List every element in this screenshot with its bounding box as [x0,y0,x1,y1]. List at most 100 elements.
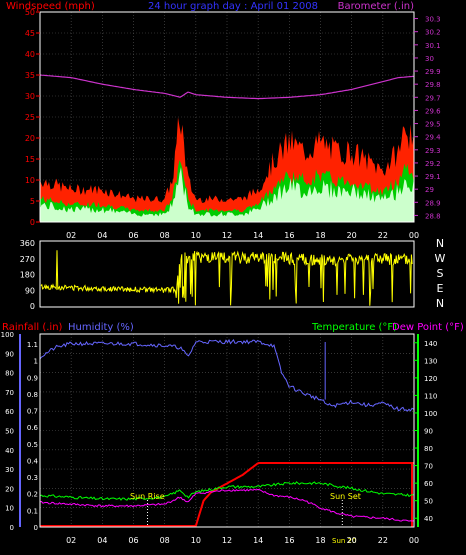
bottom-x-tick-label: 02 [66,536,76,545]
temperature-tick-label: 140 [424,340,437,348]
humidity-tick-label: 30 [5,466,14,474]
rainfall-tick-label: 1.1 [27,341,38,349]
windspeed-tick-label: 20 [25,134,35,143]
bottom-x-tick-label: 18 [315,536,325,545]
temperature-line [39,481,414,501]
bottom-x-tick-label: 00 [409,536,419,545]
direction-letter: N [436,297,444,310]
top-x-tick-label: 16 [284,231,294,240]
bottom-x-tick-label: 14 [253,536,263,545]
top-x-tick-label: 20 [347,231,357,240]
humidity-tick-label: 0 [10,524,14,532]
barometer-tick-label: 30.2 [425,29,441,37]
humidity-ticks: 0 10 20 30 40 50 60 70 80 90 100 [1,331,21,532]
windspeed-tick-label: 15 [25,155,35,164]
top-x-tick-label: 04 [97,231,107,240]
top-x-tick-label: 14 [253,231,263,240]
barometer-tick-label: 29.6 [425,107,441,115]
direction-frame [39,240,415,308]
rainfall-tick-label: 0.5 [27,441,38,449]
top-x-ticks: 02 04 06 08 10 12 14 16 18 20 22 00 [66,231,419,240]
humidity-tick-label: 100 [1,331,14,339]
rainfall-tick-label: 1 [34,358,38,366]
rainfall-tick-label: 0.7 [27,408,38,416]
sun-x-label: Sun 20 [332,537,356,545]
windspeed-tick-label: 10 [25,176,35,185]
top-panel: Windspeed (mph) 24 hour graph day : Apri… [6,1,441,240]
windspeed-tick-label: 40 [25,50,35,59]
rainfall-tick-label: 0.1 [27,507,38,515]
barometer-tick-label: 29.8 [425,81,441,89]
bottom-grid [40,334,415,527]
direction-letter: W [435,252,446,265]
top-x-tick-label: 22 [378,231,388,240]
humidity-label: Humidity (%) [68,322,134,333]
direction-letter: S [437,267,444,280]
top-x-tick-label: 12 [222,231,232,240]
barometer-tick-label: 30 [425,55,434,63]
barometer-line [39,74,415,100]
humidity-tick-label: 70 [5,389,14,397]
barometer-tick-label: 29.5 [425,121,441,129]
barometer-tick-label: 30.3 [425,16,441,24]
windspeed-tick-label: 25 [25,113,35,122]
wind-direction-line [40,250,413,306]
barometer-tick-label: 29 [425,186,434,194]
temperature-tick-label: 40 [424,515,433,523]
direction-letter: E [437,282,444,295]
direction-tick-label: 0 [30,302,35,311]
humidity-tick-label: 20 [5,485,14,493]
rainfall-tick-label: 0.9 [27,374,38,382]
windspeed-tick-label: 45 [25,29,35,38]
windspeed-average-area [40,167,414,222]
bottom-x-tick-label: 22 [378,536,388,545]
top-left-ticks: 0 5 10 15 20 25 30 35 40 45 50 [25,8,40,227]
windspeed-label: Windspeed (mph) [6,1,95,12]
barometer-tick-label: 30.1 [425,42,441,50]
barometer-tick-label: 29.4 [425,134,441,142]
rainfall-tick-label: 0 [34,524,38,532]
top-x-tick-label: 18 [315,231,325,240]
temperature-tick-label: 80 [424,445,433,453]
rainfall-line [40,462,414,527]
top-x-tick-label: 10 [191,231,201,240]
humidity-tick-label: 50 [5,428,14,436]
temperature-label: Temperature (°F) [311,322,397,333]
direction-tick-label: 270 [20,255,35,264]
temperature-tick-label: 70 [424,463,433,471]
humidity-tick-label: 40 [5,447,14,455]
bottom-x-tick-label: 20 [347,536,357,545]
temperature-tick-label: 100 [424,410,437,418]
rainfall-tick-label: 0.4 [27,457,39,465]
windspeed-tick-label: 30 [25,92,35,101]
bottom-x-tick-label: 06 [128,536,138,545]
top-series [39,74,415,222]
top-right-ticks: 28.8 28.9 29 29.1 29.2 29.3 29.4 29.5 29.6 29.7 29… [414,16,441,220]
bottom-x-tick-label: 08 [160,536,170,545]
humidity-tick-label: 80 [5,370,14,378]
dewpoint-label: Dew Point (°F) [392,322,464,333]
barometer-tick-label: 28.8 [425,212,441,220]
temperature-tick-label: 50 [424,498,433,506]
top-x-tick-label: 06 [128,231,138,240]
rainfall-tick-label: 0.6 [27,424,39,432]
humidity-tick-label: 10 [5,505,14,513]
top-x-tick-label: 02 [66,231,76,240]
barometer-tick-label: 29.3 [425,147,441,155]
barometer-tick-label: 28.9 [425,199,441,207]
bottom-panel: Rainfall (.in) Humidity (%) Temperature … [1,322,464,545]
humidity-line [39,338,414,412]
bottom-x-tick-label: 10 [191,536,201,545]
direction-ticks: 0 90 180 270 360 [20,239,35,311]
bottom-x-tick-label: 16 [284,536,294,545]
direction-tick-label: 360 [20,239,35,248]
sunset-label: Sun Set [330,492,361,501]
rainfall-tick-label: 0.3 [27,474,38,482]
barometer-tick-label: 29.2 [425,160,441,168]
rainfall-tick-label: 0.2 [27,491,38,499]
windspeed-tick-label: 0 [30,218,35,227]
temperature-tick-label: 130 [424,357,437,365]
windspeed-tick-label: 50 [25,8,35,17]
